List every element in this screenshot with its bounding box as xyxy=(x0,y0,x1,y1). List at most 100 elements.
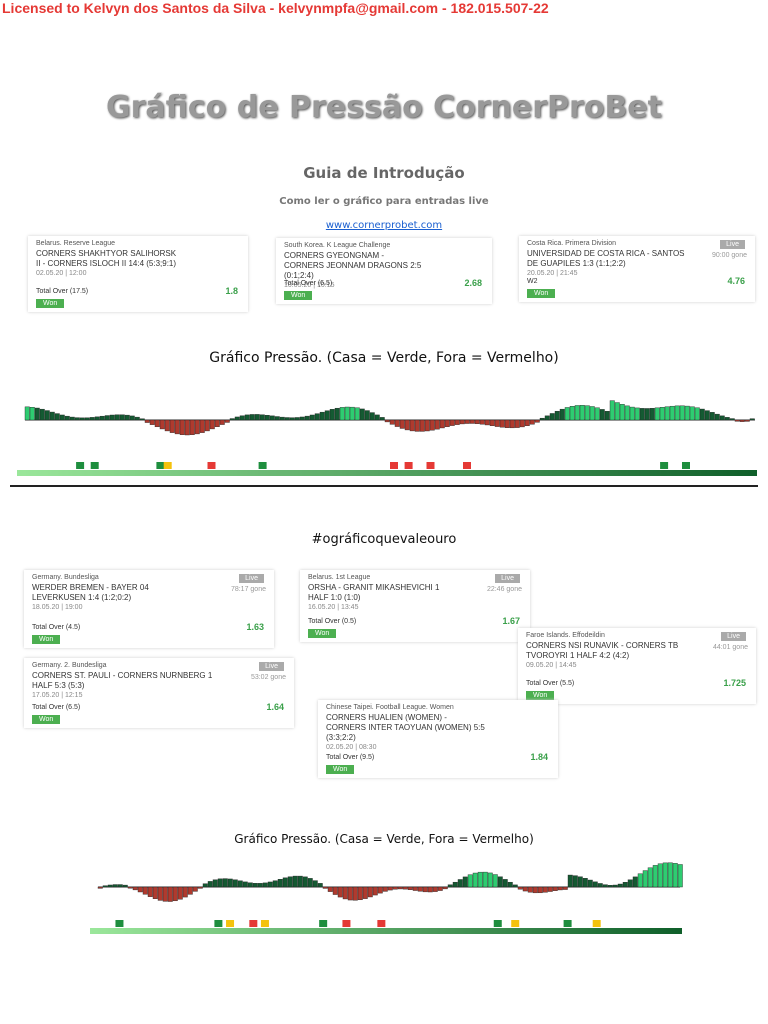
pressure-bar xyxy=(274,416,280,421)
pressure-bar xyxy=(299,416,305,421)
event-flag xyxy=(76,462,85,469)
pressure-bar xyxy=(449,419,455,426)
pressure-bar xyxy=(289,417,295,421)
pressure-bar xyxy=(214,419,220,427)
pressure-bar xyxy=(302,876,308,888)
result: Won xyxy=(308,629,337,638)
pressure-bar xyxy=(719,415,725,421)
pressure-bar xyxy=(199,419,205,433)
pressure-bar xyxy=(154,419,160,428)
status: Live xyxy=(495,574,520,583)
event-flag xyxy=(207,462,216,469)
pressure-bar xyxy=(539,417,545,421)
pressure-chart xyxy=(17,400,757,476)
pressure-bar xyxy=(584,405,590,421)
event-flag xyxy=(660,462,669,469)
market: W2 xyxy=(527,278,538,285)
pressure-bar xyxy=(579,405,585,421)
match: CORNERS GYEONGNAM - CORNERS JEONNAM DRAG… xyxy=(284,251,422,280)
license: Licensed to Kelvyn dos Santos da Silva -… xyxy=(2,0,549,16)
link[interactable]: www.cornerprobet.com xyxy=(325,220,443,231)
pressure-bar xyxy=(419,419,425,432)
elapsed: 90:00 gone xyxy=(711,252,747,259)
pressure-bar xyxy=(572,875,578,888)
pressure-bar xyxy=(217,878,223,888)
match: CORNERS NSI RUNAVIK - CORNERS TB TVOROYR… xyxy=(526,641,679,660)
odd: 4.76 xyxy=(727,276,745,286)
pressure-bar xyxy=(359,408,365,421)
pressure-bar xyxy=(24,406,30,421)
pressure-bar xyxy=(684,405,690,421)
pressure-bar xyxy=(132,886,138,891)
pressure-bar xyxy=(567,874,573,888)
pressure-bar xyxy=(174,419,180,435)
pressure-bar xyxy=(147,886,153,897)
pressure-bar xyxy=(612,884,618,888)
pressure-bar xyxy=(159,419,165,430)
subtitle: Guia de Introdução xyxy=(303,164,465,182)
pressure-bar xyxy=(659,407,665,421)
pressure-bar xyxy=(29,407,35,421)
pressure-bar xyxy=(44,410,50,421)
pressure-bar xyxy=(229,418,235,421)
pressure-bar xyxy=(164,419,170,432)
pressure-bar xyxy=(689,406,695,421)
pressure-bar xyxy=(524,419,530,426)
pressure-bar xyxy=(654,407,660,421)
match: ORSHA - GRANIT MIKASHEVICHI 1 HALF 1:0 (… xyxy=(308,583,440,602)
event-flag xyxy=(90,462,99,469)
pressure-bar xyxy=(237,880,243,888)
pressure-bar xyxy=(502,879,508,888)
event-flag xyxy=(319,920,328,927)
league: Faroe Islands. Effodeildin xyxy=(526,632,605,639)
pressure-bar xyxy=(637,873,643,888)
pressure-bar xyxy=(122,884,128,888)
market: Total Over (6.5) xyxy=(32,704,81,711)
pressure-bar xyxy=(342,886,348,900)
pressure-bar xyxy=(387,886,393,891)
pressure-bar xyxy=(167,886,173,902)
pressure-bar xyxy=(512,884,518,888)
pressure-bar xyxy=(437,886,443,891)
pressure-bar xyxy=(634,407,640,421)
pressure-bar xyxy=(232,879,238,888)
market: Total Over (0.5) xyxy=(308,618,357,625)
status: Live xyxy=(721,632,746,641)
pressure-bar xyxy=(562,886,568,890)
pressure-bar xyxy=(412,886,418,891)
pressure-bar xyxy=(467,874,473,888)
pressure-bar xyxy=(59,414,65,421)
pressure-bar xyxy=(362,886,368,899)
pressure-bar xyxy=(377,886,383,894)
pressure-bar xyxy=(247,882,253,888)
pressure-bar xyxy=(287,876,293,888)
pressure-bar xyxy=(464,419,470,424)
date: 09.05.20 | 14:45 xyxy=(526,662,577,669)
pressure-bar xyxy=(547,886,553,892)
pressure-bar xyxy=(429,419,435,431)
pressure-bar xyxy=(669,405,675,421)
pressure-bar xyxy=(724,417,730,421)
pressure-bar xyxy=(414,419,420,432)
pressure-bar xyxy=(667,862,673,888)
pressure-bar xyxy=(234,416,240,421)
pressure-bar xyxy=(499,419,505,428)
pressure-bar xyxy=(152,886,158,899)
pressure-bar xyxy=(714,413,720,421)
pressure-bar xyxy=(252,883,258,888)
pressure-bar xyxy=(394,419,400,427)
pressure-bar xyxy=(487,872,493,888)
event-flag xyxy=(258,462,267,469)
pressure-bar xyxy=(457,879,463,888)
pressure-bar xyxy=(509,419,515,429)
pressure-bar xyxy=(339,407,345,421)
pressure-bar xyxy=(369,412,375,421)
pressure-bar xyxy=(434,419,440,430)
pressure-bar xyxy=(672,863,678,888)
market: Total Over (5.5) xyxy=(526,680,575,687)
pressure-bar xyxy=(679,405,685,421)
pressure-bar xyxy=(297,875,303,888)
pressure-bar xyxy=(134,416,140,421)
pressure-bar xyxy=(129,415,135,421)
